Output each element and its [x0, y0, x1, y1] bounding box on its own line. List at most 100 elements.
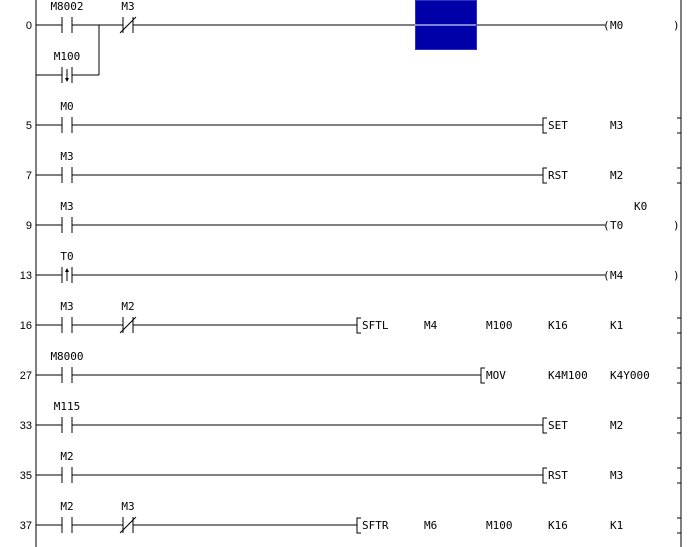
- step-number: 37: [20, 520, 32, 532]
- contact-normally-open[interactable]: M2: [60, 500, 74, 533]
- instruction-operand: K16: [548, 319, 568, 332]
- rung-13[interactable]: 13 T0 (M4): [20, 250, 680, 283]
- contact-normally-open[interactable]: M8002: [50, 0, 84, 33]
- contact-label: M2: [121, 300, 134, 313]
- rung-37[interactable]: 37 M2 M3 SFTR M6 M100 K16 K1: [20, 500, 682, 534]
- contact-normally-open[interactable]: M3: [60, 150, 74, 183]
- contact-normally-open[interactable]: M2: [60, 450, 74, 483]
- instruction-name: SFTR: [362, 519, 389, 532]
- contact-rising-edge[interactable]: T0: [60, 250, 74, 283]
- contact-normally-closed[interactable]: M3: [119, 500, 137, 534]
- rung-5[interactable]: 5 M0 SET M3: [26, 100, 682, 134]
- instruction-sftr[interactable]: SFTR M6 M100 K16 K1: [356, 517, 682, 534]
- step-number: 35: [20, 470, 32, 482]
- instruction-close-bracket: [677, 117, 682, 134]
- instruction-operand: M3: [610, 119, 623, 132]
- contact-falling-edge[interactable]: M100: [54, 50, 81, 83]
- contact-label: M8002: [50, 0, 83, 13]
- contact-label: M2: [60, 500, 73, 513]
- coil-open-paren: (: [603, 269, 610, 282]
- instruction-close-bracket: [677, 417, 682, 434]
- contact-normally-closed[interactable]: M2: [119, 300, 137, 334]
- coil-close-paren: ): [673, 19, 680, 32]
- instruction-open-bracket: [542, 417, 547, 434]
- contact-label: M0: [60, 100, 73, 113]
- step-number: 7: [26, 170, 32, 182]
- contact-label: M3: [60, 150, 73, 163]
- instruction-operand: M2: [610, 419, 623, 432]
- coil-setting: K0: [634, 200, 647, 213]
- edit-cursor[interactable]: [415, 0, 477, 50]
- contact-label: T0: [60, 250, 73, 263]
- instruction-close-bracket: [677, 167, 682, 184]
- instruction-operand: M3: [610, 469, 623, 482]
- coil-close-paren: ): [673, 219, 680, 232]
- rung-0[interactable]: 0 M8002 M3 M100 (M0): [26, 0, 680, 83]
- instruction-name: MOV: [486, 369, 506, 382]
- contact-normally-open[interactable]: M3: [60, 200, 74, 233]
- contact-normally-open[interactable]: M0: [60, 100, 74, 133]
- instruction-sftl[interactable]: SFTL M4 M100 K16 K1: [356, 317, 682, 334]
- contact-label: M3: [121, 500, 134, 513]
- contact-normally-closed[interactable]: M3: [119, 0, 137, 34]
- instruction-operand: M2: [610, 169, 623, 182]
- coil-device: M4: [610, 269, 624, 282]
- coil-device: T0: [610, 219, 623, 232]
- instruction-close-bracket: [677, 367, 682, 384]
- instruction-operand: M100: [486, 319, 513, 332]
- contact-normally-open[interactable]: M8000: [50, 350, 84, 383]
- coil-device: M0: [610, 19, 623, 32]
- contact-label: M2: [60, 450, 73, 463]
- output-coil[interactable]: (T0) K0: [603, 200, 680, 232]
- instruction-operand: M4: [424, 319, 438, 332]
- step-number: 27: [20, 370, 32, 382]
- instruction-name: RST: [548, 469, 568, 482]
- instruction-rst[interactable]: RST M3: [542, 467, 682, 484]
- rung-16[interactable]: 16 M3 M2 SFTL M4 M100 K16 K1: [20, 300, 682, 334]
- instruction-close-bracket: [677, 467, 682, 484]
- instruction-mov[interactable]: MOV K4M100 K4Y000: [480, 367, 682, 384]
- instruction-open-bracket: [480, 367, 485, 384]
- output-coil[interactable]: (M0): [603, 19, 680, 32]
- power-rails: [35, 0, 682, 547]
- rung-27[interactable]: 27 M8000 MOV K4M100 K4Y000: [20, 350, 682, 384]
- contact-label: M115: [54, 400, 81, 413]
- instruction-name: RST: [548, 169, 568, 182]
- rung-35[interactable]: 35 M2 RST M3: [20, 450, 682, 484]
- contact-label: M3: [60, 300, 73, 313]
- instruction-open-bracket: [542, 467, 547, 484]
- rung-7[interactable]: 7 M3 RST M2: [26, 150, 682, 184]
- instruction-open-bracket: [356, 517, 361, 534]
- instruction-close-bracket: [677, 317, 682, 334]
- instruction-open-bracket: [542, 117, 547, 134]
- instruction-set[interactable]: SET M2: [542, 417, 682, 434]
- output-coil[interactable]: (M4): [603, 269, 680, 282]
- instruction-operand: K4M100: [548, 369, 588, 382]
- step-number: 9: [26, 220, 32, 232]
- coil-close-paren: ): [673, 269, 680, 282]
- instruction-operand: M6: [424, 519, 437, 532]
- instruction-close-bracket: [677, 517, 682, 534]
- contact-label: M100: [54, 50, 81, 63]
- instruction-rst[interactable]: RST M2: [542, 167, 682, 184]
- step-number: 5: [26, 120, 32, 132]
- contact-normally-open[interactable]: M115: [54, 400, 81, 433]
- instruction-set[interactable]: SET M3: [542, 117, 682, 134]
- coil-open-paren: (: [603, 219, 610, 232]
- instruction-name: SFTL: [362, 319, 389, 332]
- rung-33[interactable]: 33 M115 SET M2: [20, 400, 682, 434]
- instruction-operand: M100: [486, 519, 513, 532]
- instruction-operand: K4Y000: [610, 369, 650, 382]
- instruction-operand: K1: [610, 519, 623, 532]
- rung-9[interactable]: 9 M3 (T0) K0: [26, 200, 680, 233]
- step-number: 13: [20, 270, 32, 282]
- instruction-open-bracket: [356, 317, 361, 334]
- coil-open-paren: (: [603, 19, 610, 32]
- contact-normally-open[interactable]: M3: [60, 300, 74, 333]
- contact-label: M8000: [50, 350, 83, 363]
- instruction-open-bracket: [542, 167, 547, 184]
- contact-label: M3: [121, 0, 134, 13]
- instruction-name: SET: [548, 419, 568, 432]
- instruction-operand: K16: [548, 519, 568, 532]
